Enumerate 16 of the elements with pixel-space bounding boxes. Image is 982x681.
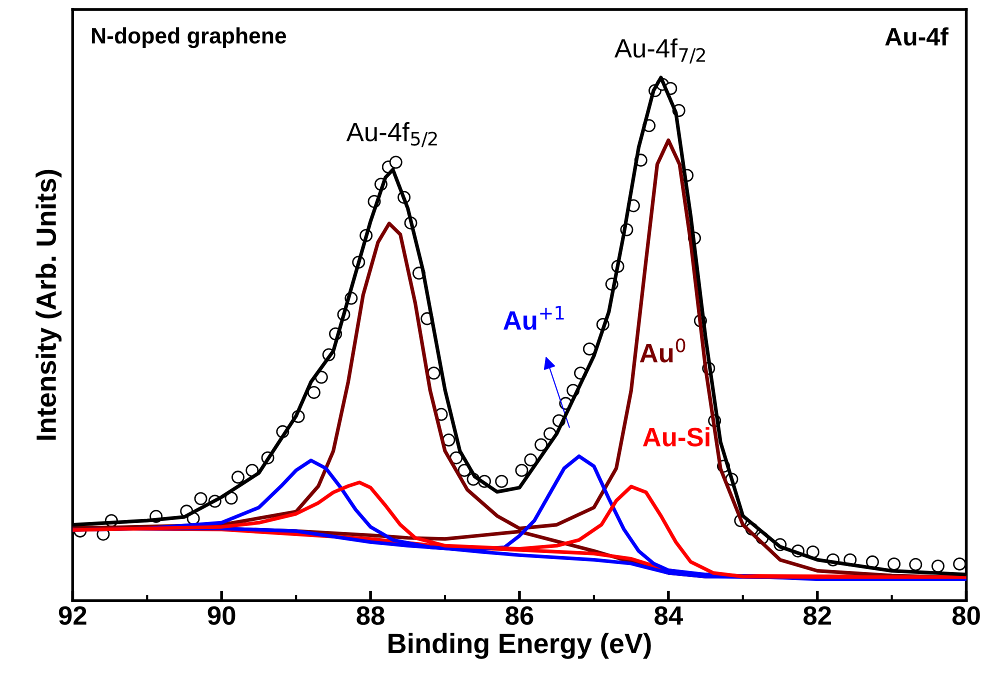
text: Au-4f (885, 27, 948, 46)
series-label: Au-Si (642, 427, 710, 446)
text: N-doped graphene (92, 27, 286, 48)
x-axis-title: Binding Energy (eV) (388, 632, 651, 659)
x-tick-label: 86 (506, 606, 534, 625)
x-tick-label: 84 (654, 606, 683, 625)
x-tick-label: 82 (804, 606, 831, 625)
x-tick-label: 88 (356, 606, 384, 625)
x-tick-label: 80 (952, 606, 980, 625)
text: Au$^{+1}$ (503, 306, 564, 330)
annotation: Au-4f$_{7/2}$ (614, 38, 705, 64)
x-tick-label: 92 (58, 606, 86, 625)
x-tick-label: 90 (208, 606, 236, 625)
y-axis-title: Intensity (Arb. Units) (36, 170, 62, 440)
annotation: Au-4f$_{5/2}$ (346, 122, 437, 148)
series-label: Au$^{0}$ (640, 338, 686, 362)
